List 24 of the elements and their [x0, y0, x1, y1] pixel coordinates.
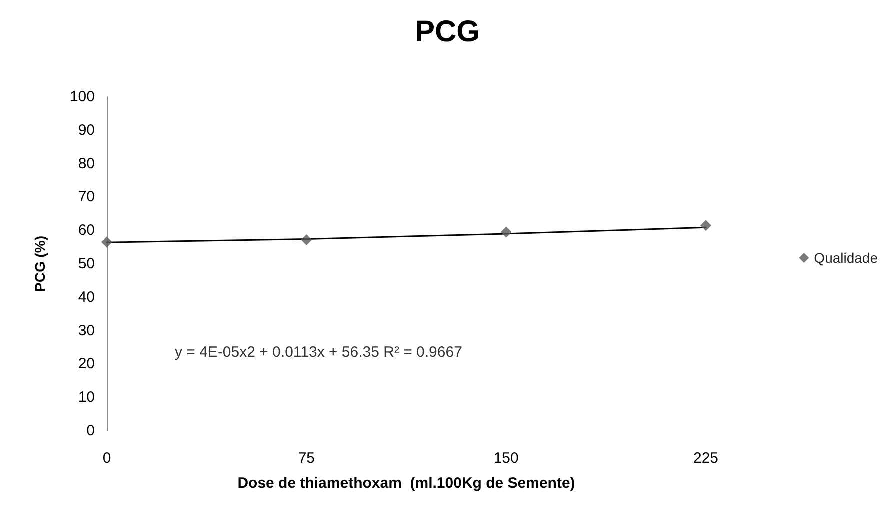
y-tick-label: 10 [78, 389, 95, 406]
y-tick-label: 50 [78, 256, 95, 272]
y-tick-label: 100 [70, 88, 95, 106]
y-tick-label: 30 [78, 322, 95, 340]
y-tick-label: 20 [78, 356, 95, 373]
x-tick-label: 0 [102, 450, 112, 467]
chart-title: PCG [414, 16, 480, 48]
y-tick-label: 80 [78, 155, 95, 172]
x-tick-label: 150 [494, 450, 519, 467]
y-axis-title: PCG (%) [32, 236, 48, 292]
point [301, 234, 312, 246]
y-tick-label: 90 [78, 122, 95, 139]
legend-label: Qualidade [814, 250, 878, 266]
y-tick-label: 70 [78, 188, 95, 206]
x-axis-title: Dose de thiamethoxam (ml.100Kg de Semente) [238, 475, 576, 492]
point [102, 236, 112, 248]
x-tick-label: 225 [693, 450, 719, 467]
y-tick-label: 60 [78, 222, 95, 240]
y-tick-label: 40 [78, 288, 95, 306]
point [500, 226, 512, 238]
annotation: y = 4E-05x2 + 0.0113x + 56.35 R² = 0.9667 [175, 344, 462, 361]
y-tick-label: 0 [86, 422, 95, 440]
point [700, 220, 712, 232]
x-tick-label: 75 [298, 450, 316, 467]
